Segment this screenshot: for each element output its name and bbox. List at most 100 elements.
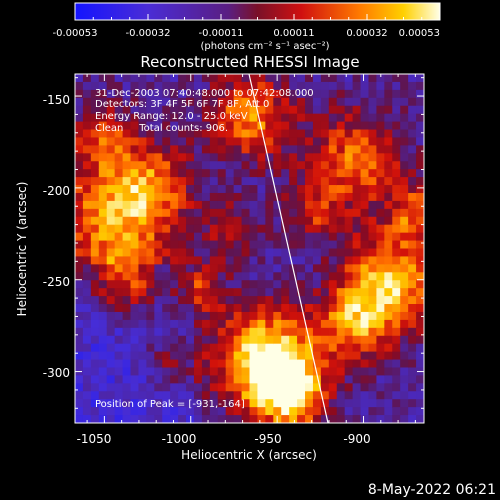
image-pixel — [154, 89, 163, 99]
image-pixel — [289, 367, 298, 377]
image-pixel — [392, 161, 401, 170]
image-pixel — [106, 319, 116, 329]
image-pixel — [312, 264, 322, 273]
image-pixel — [209, 153, 219, 162]
image-pixel — [281, 383, 290, 392]
image-pixel — [162, 105, 171, 115]
image-pixel — [273, 161, 282, 170]
image-pixel — [178, 383, 187, 392]
image-pixel — [201, 319, 211, 329]
image-pixel — [305, 121, 314, 131]
image-pixel — [344, 327, 354, 337]
image-pixel — [98, 153, 108, 162]
image-pixel — [106, 153, 116, 162]
image-pixel — [186, 185, 195, 194]
image-pixel — [360, 105, 370, 115]
image-pixel — [146, 359, 155, 369]
image-pixel — [265, 343, 274, 353]
image-pixel — [344, 383, 354, 392]
image-pixel — [90, 415, 100, 423]
image-pixel — [201, 351, 211, 361]
image-pixel — [225, 153, 235, 162]
image-pixel — [138, 161, 147, 170]
image-pixel — [273, 153, 282, 162]
image-pixel — [146, 89, 155, 99]
image-pixel — [312, 351, 322, 361]
image-pixel — [193, 74, 203, 83]
image-pixel — [416, 113, 424, 123]
image-pixel — [233, 232, 243, 242]
image-pixel — [320, 319, 330, 329]
image-pixel — [297, 335, 306, 345]
image-pixel — [82, 264, 92, 273]
image-pixel — [344, 81, 354, 91]
image-pixel — [265, 137, 274, 146]
image-pixel — [122, 97, 132, 107]
image-pixel — [75, 97, 84, 107]
image-pixel — [320, 145, 330, 154]
image-pixel — [162, 153, 171, 162]
image-pixel — [162, 272, 171, 281]
image-pixel — [82, 391, 92, 400]
image-pixel — [90, 192, 100, 202]
image-pixel — [154, 169, 163, 178]
image-pixel — [297, 256, 306, 265]
image-pixel — [257, 383, 266, 392]
image-pixel — [297, 367, 306, 377]
image-pixel — [328, 89, 338, 99]
image-pixel — [352, 319, 362, 329]
image-pixel — [106, 296, 116, 305]
image-pixel — [209, 169, 219, 178]
image-pixel — [233, 185, 243, 194]
image-pixel — [400, 137, 409, 146]
image-pixel — [400, 121, 409, 131]
image-pixel — [344, 256, 354, 265]
image-pixel — [297, 319, 306, 329]
image-pixel — [154, 177, 163, 186]
image-pixel — [138, 192, 147, 202]
image-pixel — [289, 375, 298, 384]
image-pixel — [146, 240, 155, 250]
image-pixel — [289, 185, 298, 194]
image-pixel — [305, 264, 314, 273]
image-pixel — [297, 343, 306, 353]
image-pixel — [400, 343, 409, 353]
image-pixel — [209, 208, 219, 218]
image-pixel — [90, 407, 100, 416]
image-pixel — [201, 153, 211, 162]
image-pixel — [376, 74, 385, 83]
image-pixel — [90, 89, 100, 99]
image-pixel — [146, 399, 155, 408]
info-detectors: Detectors: 3F 4F 5F 6F 7F 8F, Att 0 — [95, 99, 269, 110]
image-pixel — [297, 105, 306, 115]
image-pixel — [193, 343, 203, 353]
image-pixel — [241, 319, 251, 329]
image-pixel — [352, 161, 362, 170]
image-pixel — [312, 335, 322, 345]
image-pixel — [289, 399, 298, 408]
image-pixel — [312, 145, 322, 154]
image-pixel — [75, 335, 84, 345]
image-pixel — [178, 161, 187, 170]
image-pixel — [273, 359, 282, 369]
image-pixel — [281, 264, 290, 273]
image-pixel — [98, 272, 108, 281]
image-pixel — [82, 375, 92, 384]
image-pixel — [138, 359, 147, 369]
image-pixel — [273, 113, 282, 123]
image-pixel — [265, 415, 274, 423]
image-pixel — [130, 137, 140, 146]
image-pixel — [336, 343, 346, 353]
image-pixel — [106, 81, 116, 91]
image-pixel — [257, 161, 266, 170]
image-pixel — [217, 311, 227, 321]
image-pixel — [376, 185, 385, 194]
image-pixel — [138, 383, 147, 392]
image-pixel — [408, 335, 417, 345]
image-pixel — [114, 375, 124, 384]
image-pixel — [233, 319, 243, 329]
image-pixel — [217, 121, 227, 131]
image-pixel — [408, 208, 417, 218]
image-pixel — [305, 256, 314, 265]
image-pixel — [106, 359, 116, 369]
